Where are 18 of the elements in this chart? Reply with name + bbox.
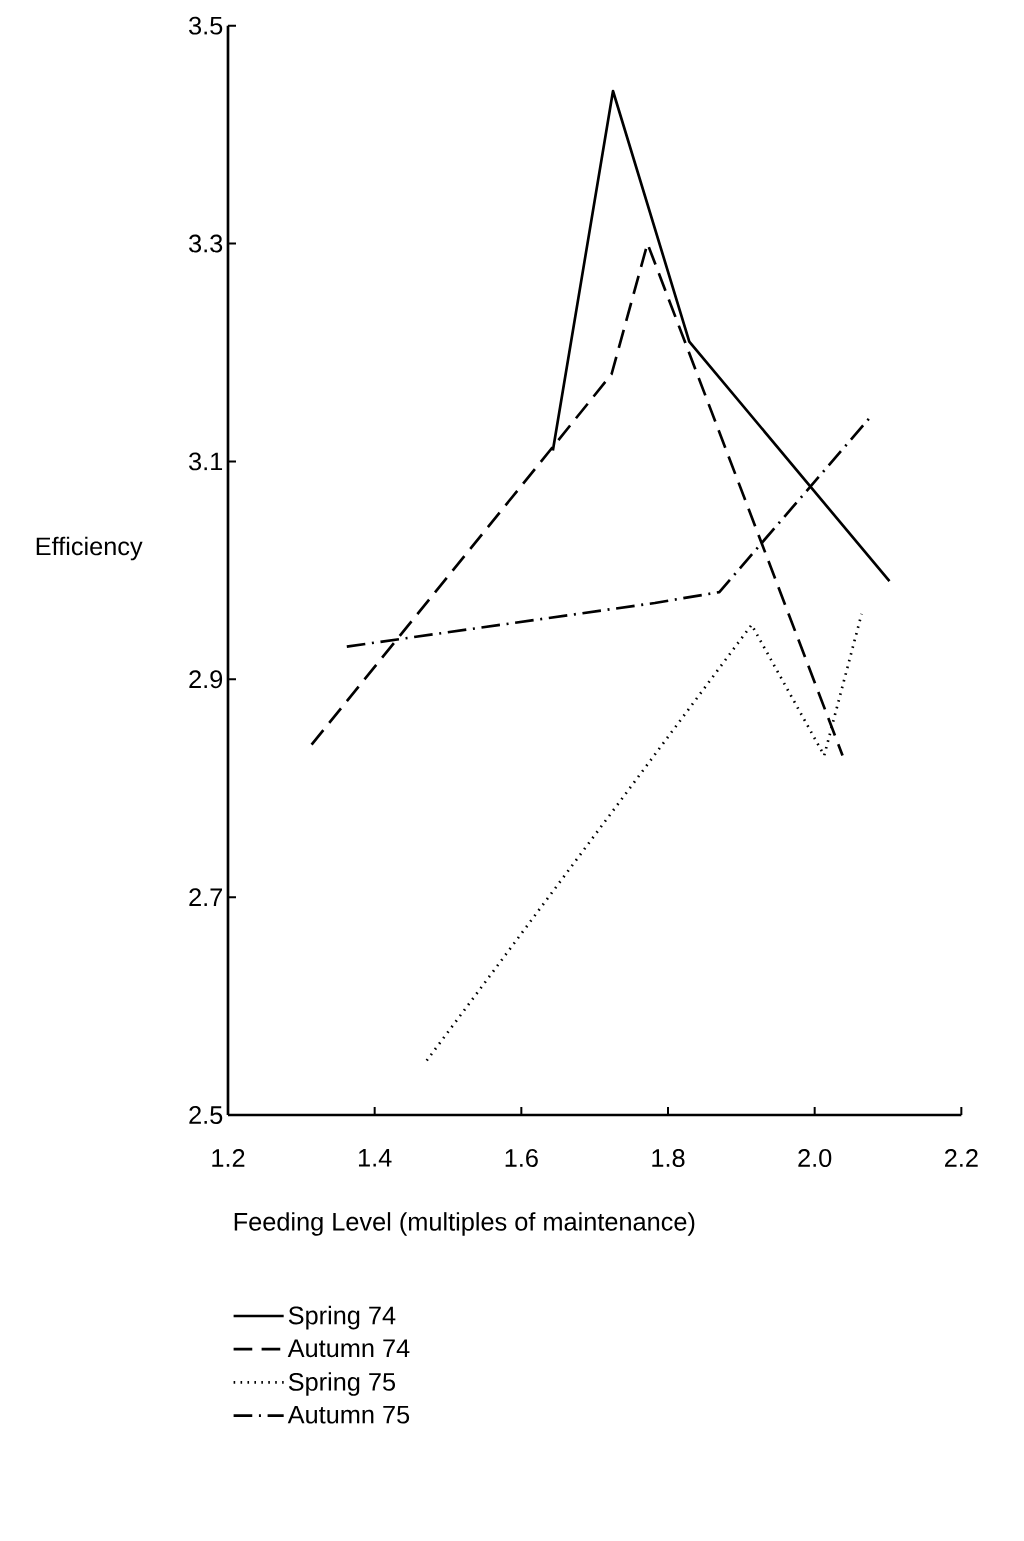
- x-tick-label: 1.8: [652, 1149, 685, 1167]
- y-tick-label: 2.5: [189, 1106, 223, 1124]
- y-tick-label: 3.3: [189, 234, 223, 253]
- x-tick-label: 1.6: [505, 1149, 538, 1167]
- legend-label: Spring 75: [288, 1372, 396, 1396]
- x-axis-title: Feeding Level (multiples of maintenance): [234, 1212, 695, 1236]
- legend-label: Autumn 75: [287, 1405, 410, 1424]
- legend-label: Autumn 74: [287, 1339, 410, 1358]
- y-axis-title: Efficiency: [36, 536, 143, 561]
- y-tick-label: 2.9: [189, 670, 223, 689]
- y-tick-label: 3.1: [189, 452, 223, 471]
- y-tick-label: 3.5: [189, 16, 223, 35]
- x-tick-label: 1.2: [212, 1149, 245, 1167]
- x-tick-label: 2.2: [945, 1149, 978, 1167]
- x-tick-label: 1.4: [358, 1149, 392, 1167]
- x-tick-label: 2.0: [798, 1149, 832, 1167]
- y-tick-label: 2.7: [189, 888, 223, 906]
- legend-label: Spring 74: [288, 1305, 396, 1330]
